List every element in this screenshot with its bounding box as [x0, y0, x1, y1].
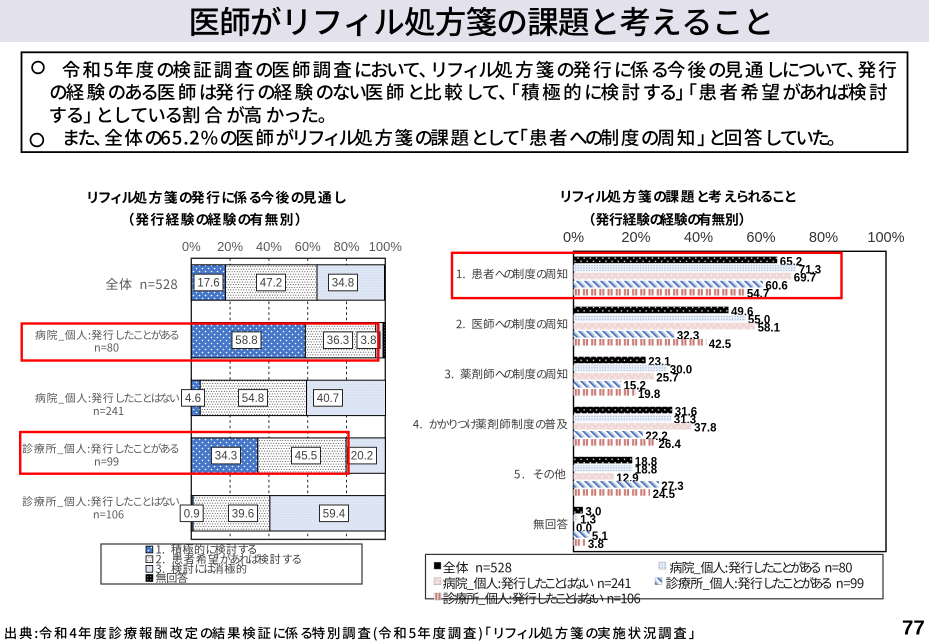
svg-text:0%: 0%	[563, 230, 584, 246]
svg-text:19.8: 19.8	[638, 389, 661, 401]
svg-text:37.8: 37.8	[694, 423, 717, 435]
svg-text:100%: 100%	[867, 230, 904, 246]
svg-text:3.0: 3.0	[585, 507, 601, 519]
svg-text:58.1: 58.1	[758, 323, 781, 335]
svg-text:60%: 60%	[295, 239, 321, 254]
svg-text:36.3: 36.3	[327, 335, 349, 347]
svg-text:40%: 40%	[684, 230, 713, 246]
svg-text:18.8: 18.8	[635, 465, 658, 477]
svg-text:69.7: 69.7	[794, 273, 816, 285]
svg-text:31.6: 31.6	[675, 407, 697, 419]
svg-text:30.0: 30.0	[670, 365, 692, 377]
svg-text:34.8: 34.8	[332, 278, 354, 290]
svg-text:4.6: 4.6	[185, 393, 201, 405]
svg-text:5.1: 5.1	[592, 531, 609, 543]
svg-text:45.5: 45.5	[295, 451, 317, 463]
svg-text:24.5: 24.5	[653, 489, 676, 501]
svg-text:100%: 100%	[369, 239, 403, 254]
svg-text:18.8: 18.8	[635, 457, 658, 469]
svg-text:0%: 0%	[182, 239, 201, 254]
svg-text:40.7: 40.7	[317, 393, 339, 405]
svg-text:59.4: 59.4	[323, 508, 346, 520]
svg-text:20.2: 20.2	[351, 451, 373, 463]
svg-text:42.5: 42.5	[709, 339, 732, 351]
svg-text:20%: 20%	[217, 239, 243, 254]
svg-text:27.3: 27.3	[661, 481, 683, 493]
svg-text:17.6: 17.6	[197, 278, 219, 290]
svg-text:34.3: 34.3	[215, 451, 237, 463]
svg-text:3.8: 3.8	[361, 335, 377, 347]
svg-text:77: 77	[902, 617, 925, 640]
svg-text:25.7: 25.7	[656, 373, 678, 385]
svg-text:54.8: 54.8	[242, 393, 264, 405]
svg-text:3.8: 3.8	[588, 539, 605, 551]
svg-text:80%: 80%	[333, 239, 359, 254]
svg-text:39.6: 39.6	[232, 508, 254, 520]
svg-text:60%: 60%	[746, 230, 775, 246]
svg-text:0.9: 0.9	[184, 508, 200, 520]
svg-text:40%: 40%	[256, 239, 282, 254]
svg-text:20%: 20%	[621, 230, 650, 246]
svg-text:1.3: 1.3	[580, 515, 596, 527]
svg-text:60.6: 60.6	[765, 281, 787, 293]
svg-text:47.2: 47.2	[260, 278, 282, 290]
svg-text:26.4: 26.4	[659, 439, 682, 451]
svg-text:58.8: 58.8	[235, 335, 257, 347]
svg-text:71.3: 71.3	[799, 265, 821, 277]
svg-text:80%: 80%	[809, 230, 838, 246]
